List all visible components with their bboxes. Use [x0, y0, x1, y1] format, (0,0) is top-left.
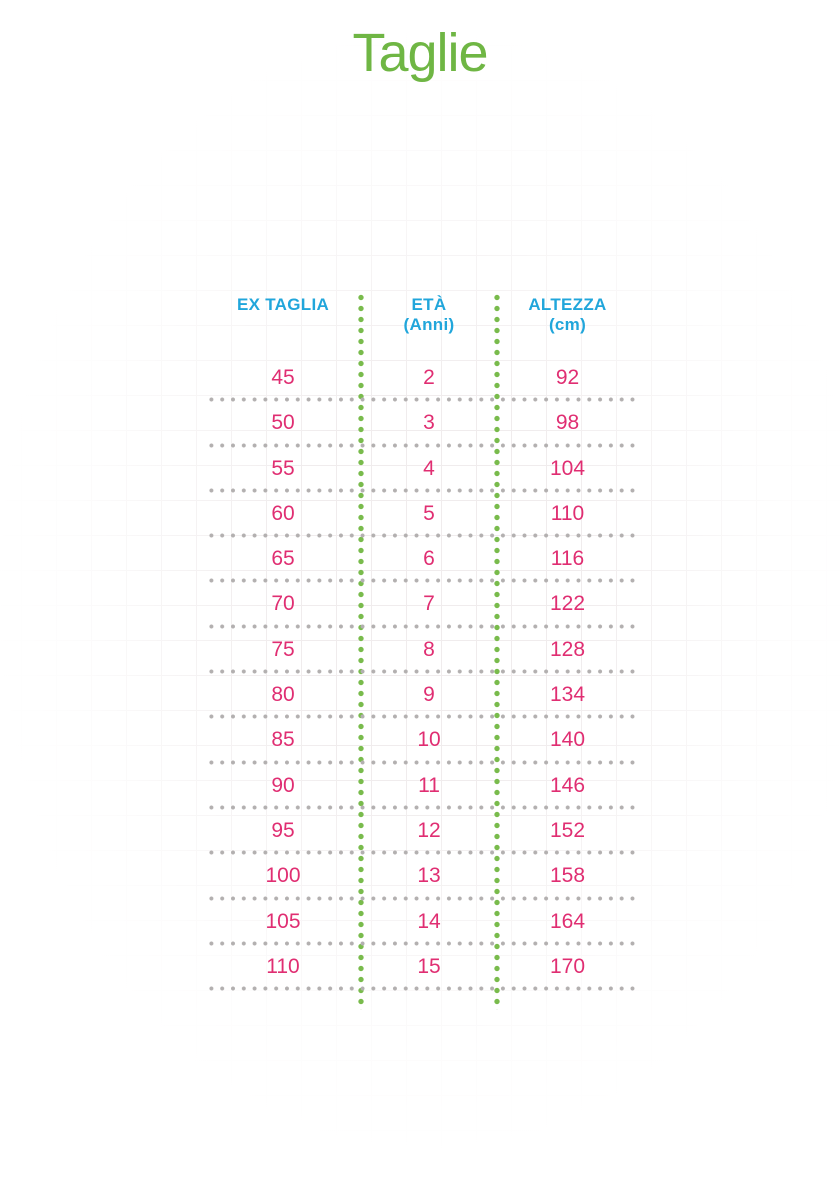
table-row: 60 5 110 [205, 491, 638, 539]
table-body: 45 2 92 50 3 98 55 4 104 60 5 110 65 6 1… [205, 355, 638, 992]
eta-value: 3 [423, 411, 435, 435]
header-unit-label: (cm) [548, 315, 587, 335]
row-divider-dotted-line [206, 669, 637, 675]
size-table: EX TAGLIA ETÀ (Anni) ALTEZZA (cm) 45 2 9… [205, 292, 638, 1010]
altezza-value: 122 [549, 592, 586, 616]
altezza-value: 152 [549, 818, 586, 842]
column-header-eta: ETÀ (Anni) [361, 292, 497, 336]
header-label: ETÀ [411, 295, 447, 314]
row-divider-dotted-line [206, 578, 637, 584]
ex-taglia-value: 75 [271, 637, 295, 661]
ex-taglia-value: 70 [271, 592, 295, 616]
ex-taglia-value: 105 [265, 909, 301, 933]
row-divider-dotted-line [206, 986, 637, 992]
table-row: 95 12 152 [205, 808, 638, 856]
ex-taglia-value: 85 [271, 728, 295, 752]
ex-taglia-value: 50 [271, 411, 295, 435]
ex-taglia-value: 90 [271, 773, 295, 797]
eta-value: 15 [417, 954, 441, 978]
altezza-value: 164 [549, 909, 586, 933]
row-divider-dotted-line [206, 442, 637, 448]
altezza-value: 128 [549, 637, 586, 661]
row-divider-dotted-line [206, 714, 637, 720]
eta-value: 14 [417, 909, 441, 933]
ex-taglia-value: 110 [266, 954, 300, 978]
ex-taglia-value: 55 [271, 456, 295, 480]
eta-value: 4 [423, 456, 435, 480]
table-row: 50 3 98 [205, 400, 638, 448]
altezza-value: 104 [549, 456, 586, 480]
table-row: 55 4 104 [205, 446, 638, 493]
header-label: ALTEZZA [528, 295, 607, 314]
eta-value: 5 [423, 501, 435, 525]
table-row: 85 10 140 [205, 717, 638, 765]
eta-value: 12 [417, 818, 441, 842]
altezza-value: 170 [549, 954, 586, 978]
table-row: 80 9 134 [205, 672, 638, 720]
header-unit-label: (Anni) [403, 315, 455, 335]
row-divider-dotted-line [206, 940, 637, 946]
table-row: 65 6 116 [205, 536, 638, 584]
eta-value: 9 [423, 683, 435, 707]
ex-taglia-value: 80 [271, 683, 295, 707]
table-row: 110 15 170 [205, 944, 638, 992]
header-label: EX TAGLIA [236, 295, 330, 314]
table-header-row: EX TAGLIA ETÀ (Anni) ALTEZZA (cm) [205, 292, 638, 355]
altezza-value: 158 [549, 864, 586, 888]
table-row: 105 14 164 [205, 899, 638, 946]
row-divider-dotted-line [206, 804, 637, 810]
altezza-value: 146 [549, 773, 586, 797]
row-divider-dotted-line [206, 623, 637, 629]
column-divider-dotted-line [494, 292, 500, 1010]
altezza-value: 110 [550, 501, 585, 525]
eta-value: 8 [423, 637, 435, 661]
eta-value: 10 [417, 728, 441, 752]
ex-taglia-value: 95 [271, 818, 295, 842]
table-row: 75 8 128 [205, 627, 638, 675]
table-row: 90 11 146 [205, 763, 638, 810]
eta-value: 11 [418, 773, 440, 797]
altezza-value: 140 [549, 728, 586, 752]
ex-taglia-value: 100 [265, 864, 301, 888]
ex-taglia-value: 65 [271, 547, 295, 571]
row-divider-dotted-line [206, 850, 637, 856]
ex-taglia-value: 45 [271, 366, 295, 389]
row-divider-dotted-line [206, 759, 637, 765]
ex-taglia-value: 60 [271, 501, 295, 525]
column-divider-dotted-line [358, 292, 364, 1010]
table-row: 100 13 158 [205, 853, 638, 901]
row-divider-dotted-line [206, 487, 637, 493]
row-divider-dotted-line [206, 397, 637, 403]
altezza-value: 116 [550, 547, 585, 571]
page-title: Taglie [352, 23, 488, 83]
column-header-ex-taglia: EX TAGLIA [205, 292, 361, 315]
eta-value: 7 [423, 592, 435, 616]
row-divider-dotted-line [206, 533, 637, 539]
eta-value: 2 [423, 366, 435, 389]
table-row: 45 2 92 [205, 355, 638, 403]
column-header-altezza: ALTEZZA (cm) [497, 292, 638, 336]
altezza-value: 92 [555, 366, 580, 389]
altezza-value: 134 [549, 683, 586, 707]
table-row: 70 7 122 [205, 581, 638, 629]
altezza-value: 98 [555, 411, 580, 435]
eta-value: 6 [423, 547, 435, 571]
row-divider-dotted-line [206, 895, 637, 901]
eta-value: 13 [417, 864, 441, 888]
